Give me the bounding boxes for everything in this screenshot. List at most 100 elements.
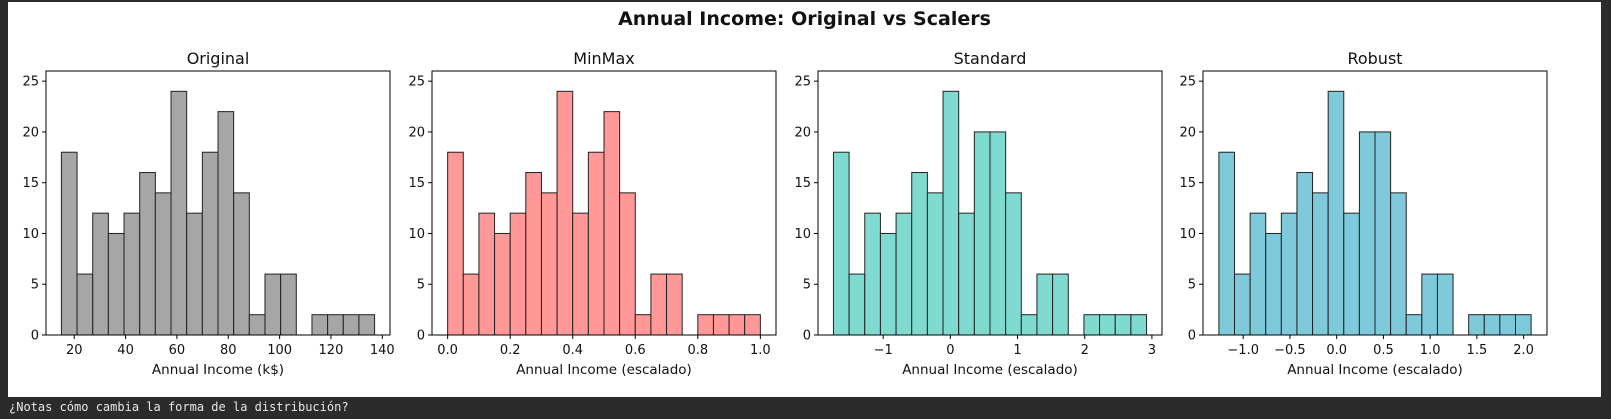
histogram-bar [744,314,761,336]
x-tick-label: 0.5 [1373,343,1394,358]
x-tick-label: −1 [874,343,893,358]
x-axis-label: Annual Income (escalado) [516,362,692,378]
y-tick-label: 25 [794,75,811,90]
histogram-bar [1390,192,1407,336]
x-tick-label: −0.5 [1274,343,1306,358]
x-tick-label: 80 [220,343,237,358]
histogram-bar [1280,212,1298,336]
histogram-bar [1499,314,1516,336]
x-axis-label: Annual Income (k$) [152,362,284,378]
y-tick-label: 5 [1188,278,1196,293]
x-tick-label: 0.2 [500,343,521,358]
histogram-bar [1005,192,1022,336]
histogram-bar [1405,314,1423,336]
histogram-bar [311,314,329,336]
histogram-bar [989,131,1007,336]
y-tick-label: 20 [794,125,811,140]
y-tick-label: 5 [31,278,39,293]
histogram-bar [848,273,866,336]
histogram-bar [587,151,605,336]
x-axis-label: Annual Income (escalado) [1287,362,1463,378]
axes-frame [431,70,777,336]
histogram-bar [1083,314,1101,336]
axes-frame [45,70,391,336]
x-tick-label: 0.0 [437,343,458,358]
x-tick-label: 1.5 [1467,343,1488,358]
histogram-bar [186,212,203,336]
histogram-bar [358,314,376,336]
histogram-bar [107,232,125,336]
histogram-bar [911,172,928,336]
console-output-text: ¿Notas cómo cambia la forma de la distri… [9,400,349,414]
y-tick-label: 15 [794,176,811,191]
histogram-bar [1483,314,1501,336]
x-tick-label: 0 [946,343,954,358]
histogram-bar [1374,131,1392,336]
histogram-bar [666,273,683,336]
histogram-bar [92,212,109,336]
histogram-bar [248,314,266,336]
subplot-robust: −1.0 −0.5 0.0 0.5 1.0 1.5 2.0 0 5 10 15 20 25 Robust A… [1179,49,1548,378]
axes-frame [1202,70,1548,336]
histogram-bar [342,314,360,336]
y-tick-label: 10 [22,227,39,242]
histogram-bar [447,151,464,336]
y-tick-label: 25 [1179,75,1196,90]
axes-frame [817,70,1163,336]
histogram-bar [1020,314,1038,336]
histogram-bar [280,273,297,336]
histogram-bar [1514,314,1532,336]
histogram-bar [139,172,156,336]
histogram-bar [1218,151,1236,336]
x-tick-label: 3 [1148,343,1156,358]
histogram-bar [170,90,188,336]
y-tick-label: 15 [22,176,39,191]
histogram-bar [973,131,991,336]
histogram-bar [832,151,850,336]
histogram-bar [1249,212,1267,336]
subplot-title: Robust [1347,49,1402,68]
subplot-standard: −1 0 1 2 3 0 5 10 15 20 25 Standard Annual Income (e… [794,49,1163,378]
histogram-bar [264,273,282,336]
histogram-bar [1343,212,1360,336]
subplot-original: 20 40 60 80 100 120 140 0 5 10 15 20 25 Original Annua… [22,49,394,378]
histogram-bar [1114,314,1132,336]
histogram-bar [540,192,558,336]
histogram-bar [603,111,621,336]
subplot-minmax: 0.0 0.2 0.4 0.6 0.8 1.0 0 5 10 15 20 25 MinMax Annual… [408,49,777,378]
histogram-bar [1296,172,1314,336]
y-tick-label: 0 [31,329,39,344]
histogram-bar [942,90,960,336]
x-axis-label: Annual Income (escalado) [902,362,1078,378]
histogram-bar [728,314,746,336]
subplot-title: Standard [954,49,1027,68]
histogram-bar [879,232,897,336]
x-tick-label: 2 [1081,343,1089,358]
x-tick-label: 60 [169,343,186,358]
histogram-bar [650,273,668,336]
x-tick-label: 1.0 [750,343,771,358]
histogram-bar [1468,314,1485,336]
x-tick-label: 0.0 [1326,343,1347,358]
x-tick-label: 100 [267,343,292,358]
histogram-bar [201,151,219,336]
histogram-bar [123,212,141,336]
x-tick-label: 1.0 [1420,343,1441,358]
y-tick-label: 0 [1188,329,1196,344]
x-tick-label: 1 [1013,343,1021,358]
figure-suptitle: Annual Income: Original vs Scalers [618,8,991,30]
x-tick-label: 140 [370,343,395,358]
x-tick-label: 20 [66,343,83,358]
x-tick-label: 40 [117,343,134,358]
histogram-bar [217,111,235,336]
histogram-bar [556,90,574,336]
x-tick-label: 0.8 [687,343,708,358]
y-tick-label: 0 [803,329,811,344]
histogram-bar [1099,314,1116,336]
x-tick-label: 120 [319,343,344,358]
histogram-bar [509,212,527,336]
histogram-bar [60,151,78,336]
histogram-bar [1265,232,1282,336]
y-tick-label: 10 [794,227,811,242]
y-tick-label: 15 [1179,176,1196,191]
